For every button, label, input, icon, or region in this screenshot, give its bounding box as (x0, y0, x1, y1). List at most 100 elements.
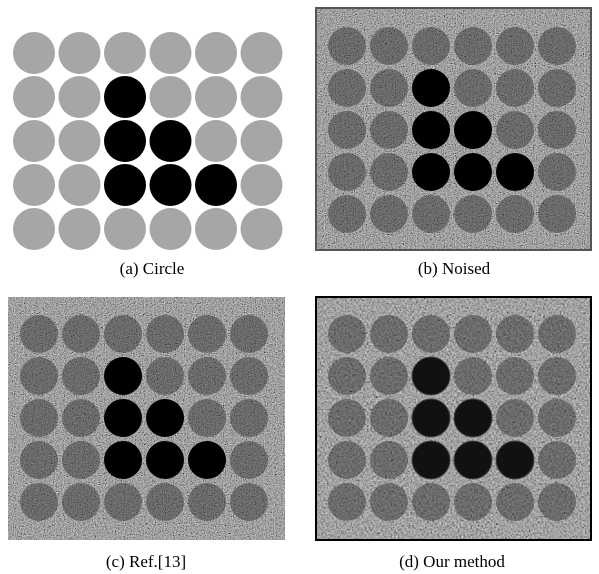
circle (454, 399, 492, 437)
circle (496, 483, 534, 521)
circle (496, 69, 534, 107)
circle (146, 357, 184, 395)
circle (328, 111, 366, 149)
circle (412, 315, 450, 353)
circle (412, 69, 450, 107)
circle (328, 69, 366, 107)
circle (188, 441, 226, 479)
caption: (b) Noised (418, 259, 491, 278)
circle (230, 357, 268, 395)
circle (370, 111, 408, 149)
circle (104, 120, 146, 162)
circle (20, 483, 58, 521)
circle (328, 153, 366, 191)
circle (241, 76, 283, 118)
circle (59, 32, 101, 74)
circle (146, 399, 184, 437)
circle (195, 164, 237, 206)
circle (328, 27, 366, 65)
circle (150, 164, 192, 206)
circle (454, 153, 492, 191)
circle (412, 111, 450, 149)
circle (538, 441, 576, 479)
circle (13, 76, 55, 118)
circle (62, 399, 100, 437)
circle (59, 164, 101, 206)
circle (328, 315, 366, 353)
circle (370, 153, 408, 191)
circle (370, 483, 408, 521)
circle (188, 357, 226, 395)
circle (496, 195, 534, 233)
circle (370, 315, 408, 353)
circle (230, 315, 268, 353)
circle (150, 208, 192, 250)
circle (370, 195, 408, 233)
circle (150, 76, 192, 118)
circle (230, 399, 268, 437)
circle (195, 76, 237, 118)
figure: (a) Circle (b) Noised (c) Ref.[13] (d) O… (0, 0, 599, 574)
circle (241, 164, 283, 206)
circle (412, 195, 450, 233)
circle (454, 441, 492, 479)
circle (195, 208, 237, 250)
circle (241, 120, 283, 162)
circle (104, 32, 146, 74)
circle (370, 357, 408, 395)
circle (20, 441, 58, 479)
circle (188, 399, 226, 437)
circle (104, 357, 142, 395)
caption: (c) Ref.[13] (106, 552, 186, 571)
circle (20, 315, 58, 353)
circle (150, 32, 192, 74)
circle (496, 27, 534, 65)
circle (496, 153, 534, 191)
circle (104, 441, 142, 479)
circle (59, 120, 101, 162)
circle (412, 441, 450, 479)
circle (538, 399, 576, 437)
circle (62, 315, 100, 353)
circle (538, 357, 576, 395)
circle (241, 208, 283, 250)
circle (412, 357, 450, 395)
circle (188, 315, 226, 353)
circle (104, 483, 142, 521)
circle (454, 111, 492, 149)
circle (496, 399, 534, 437)
circle (195, 120, 237, 162)
circle (146, 315, 184, 353)
circle (496, 441, 534, 479)
circle (230, 441, 268, 479)
caption: (a) Circle (120, 259, 185, 278)
circle (104, 399, 142, 437)
circle (62, 441, 100, 479)
circle (104, 208, 146, 250)
circle (59, 76, 101, 118)
circle (13, 208, 55, 250)
circle (538, 69, 576, 107)
circle (412, 27, 450, 65)
circle (538, 27, 576, 65)
circle (328, 441, 366, 479)
circle (454, 69, 492, 107)
circle (13, 32, 55, 74)
circle (496, 315, 534, 353)
circle (538, 315, 576, 353)
circle (538, 195, 576, 233)
circle (13, 164, 55, 206)
circle (412, 399, 450, 437)
circle (146, 483, 184, 521)
circle (20, 399, 58, 437)
circle (454, 195, 492, 233)
circle (412, 153, 450, 191)
caption: (d) Our method (399, 552, 505, 571)
circle (195, 32, 237, 74)
circle (62, 357, 100, 395)
circle (454, 315, 492, 353)
circle (412, 483, 450, 521)
circle (328, 399, 366, 437)
circle (230, 483, 268, 521)
panels (8, 8, 591, 540)
